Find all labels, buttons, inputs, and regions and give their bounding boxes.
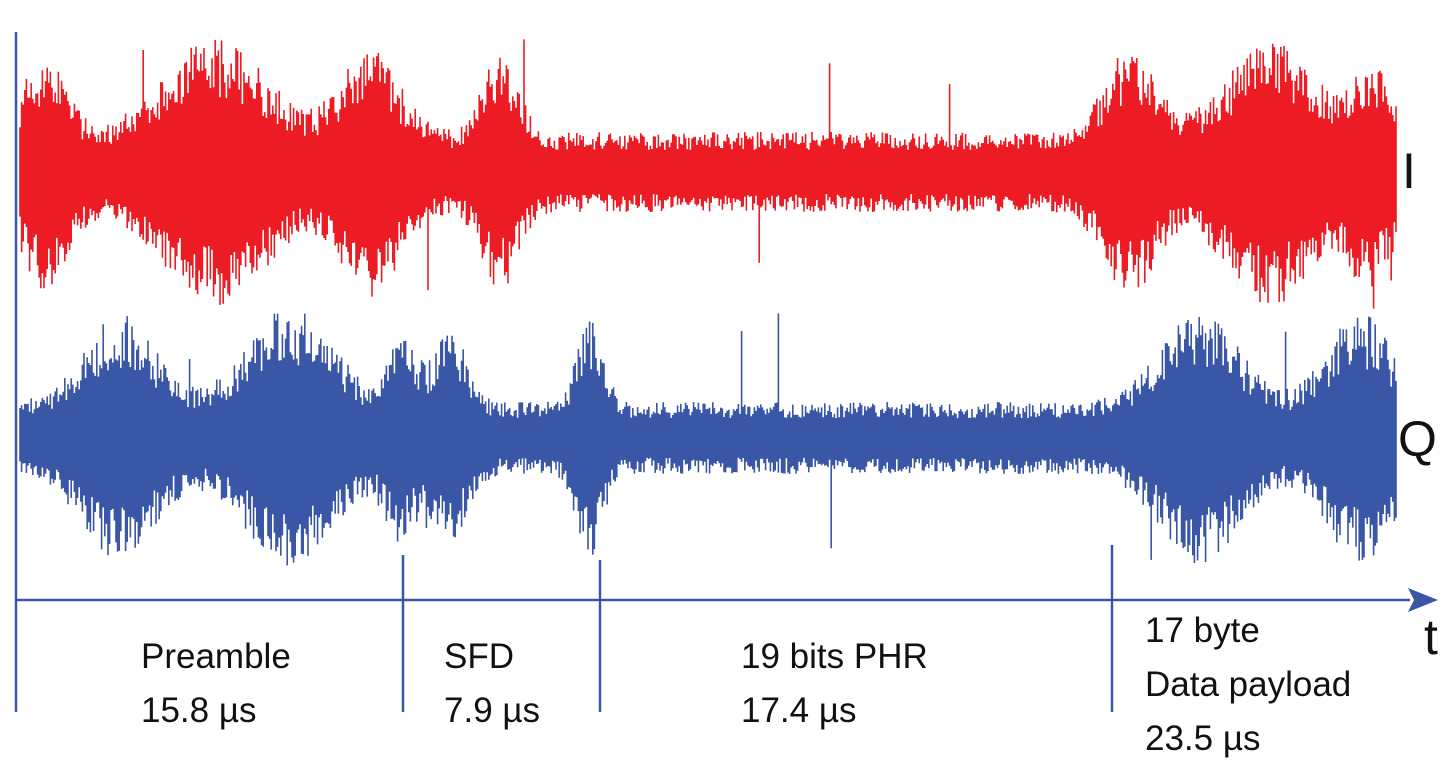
q-channel-label: Q <box>1398 411 1437 467</box>
sfd-duration: 7.9 µs <box>444 691 541 730</box>
sfd-name: SFD <box>444 637 514 676</box>
phr-name: 19 bits PHR <box>741 637 928 676</box>
payload-name-line2: Data payload <box>1145 665 1352 704</box>
preamble-duration: 15.8 µs <box>141 691 257 730</box>
i-channel-waveform <box>19 39 1397 309</box>
phr-duration: 17.4 µs <box>741 691 857 730</box>
payload-name-line1: 17 byte <box>1145 611 1260 650</box>
time-axis-label: t <box>1424 609 1438 665</box>
preamble-name: Preamble <box>141 637 291 676</box>
payload-duration: 23.5 µs <box>1145 719 1261 758</box>
time-axis-arrowhead <box>1408 588 1438 612</box>
q-channel-waveform <box>19 313 1397 566</box>
i-channel-label: I <box>1402 143 1416 199</box>
